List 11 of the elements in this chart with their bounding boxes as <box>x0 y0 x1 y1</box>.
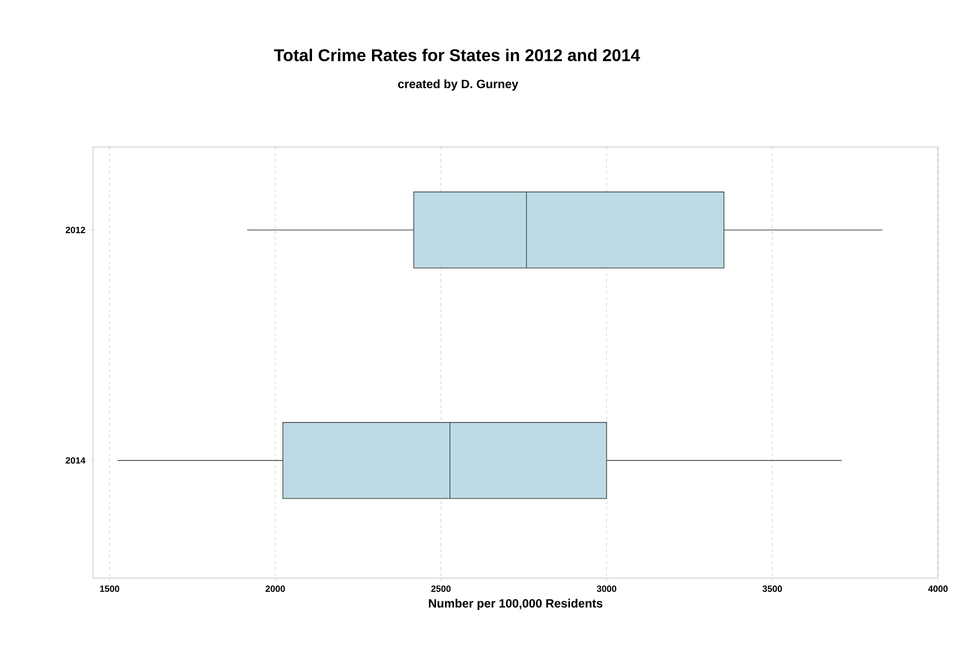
x-tick-label: 3500 <box>762 586 782 592</box>
x-axis-title: Number per 100,000 Residents <box>428 598 602 610</box>
x-tick-label: 4000 <box>928 586 948 592</box>
chart-subtitle: created by D. Gurney <box>398 79 518 91</box>
y-tick-label: 2012 <box>66 226 86 234</box>
x-tick-label: 3000 <box>596 586 616 592</box>
x-tick-label: 1500 <box>100 586 120 592</box>
x-tick-label: 2500 <box>431 586 451 592</box>
chart-title: Total Crime Rates for States in 2012 and 2014 <box>274 48 640 62</box>
x-tick-label: 2000 <box>266 586 285 592</box>
y-tick-label: 2014 <box>66 457 86 464</box>
